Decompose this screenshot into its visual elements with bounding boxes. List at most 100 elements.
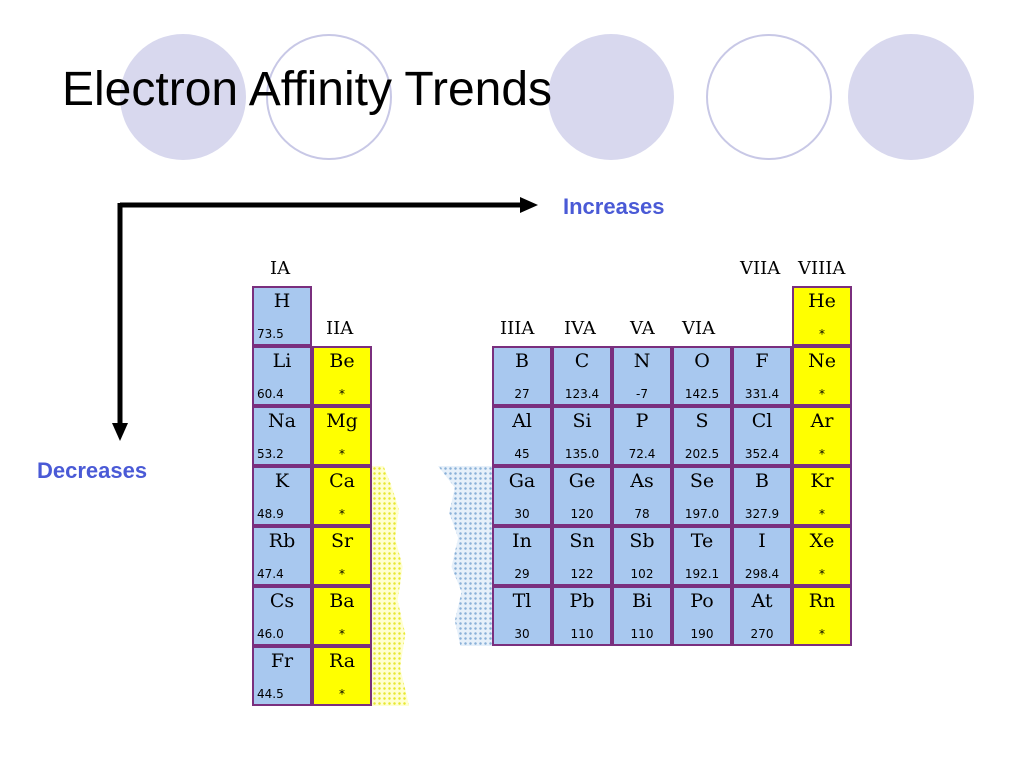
element-symbol: Xe bbox=[809, 530, 835, 552]
element-cell-ca: Ca * bbox=[312, 466, 372, 526]
electron-affinity-value: * bbox=[339, 687, 345, 701]
element-cell-bi: Bi 110 bbox=[612, 586, 672, 646]
element-symbol: H bbox=[273, 290, 291, 312]
electron-affinity-value: 135.0 bbox=[564, 447, 600, 461]
electron-affinity-value: 27 bbox=[514, 387, 530, 401]
element-symbol: Ge bbox=[568, 470, 596, 492]
element-symbol: Ba bbox=[329, 590, 355, 612]
electron-affinity-value: 110 bbox=[630, 627, 654, 641]
group-header: VIIA bbox=[740, 258, 781, 279]
element-cell-al: Al 45 bbox=[492, 406, 552, 466]
element-symbol: Sr bbox=[330, 530, 354, 552]
element-symbol: C bbox=[574, 350, 590, 372]
element-cell-i: I 298.4 bbox=[732, 526, 792, 586]
element-cell-si: Si 135.0 bbox=[552, 406, 612, 466]
electron-affinity-value: 327.9 bbox=[744, 507, 780, 521]
element-symbol: B bbox=[755, 470, 769, 492]
electron-affinity-value: * bbox=[819, 327, 825, 341]
element-symbol: S bbox=[695, 410, 709, 432]
element-cell-c: C 123.4 bbox=[552, 346, 612, 406]
electron-affinity-value: 29 bbox=[514, 567, 530, 581]
element-symbol: Ca bbox=[329, 470, 355, 492]
element-cell-na: Na 53.2 bbox=[252, 406, 312, 466]
element-cell-n: N -7 bbox=[612, 346, 672, 406]
electron-affinity-value: 120 bbox=[570, 507, 594, 521]
group-header: VA bbox=[630, 318, 655, 339]
element-cell-sb: Sb 102 bbox=[612, 526, 672, 586]
electron-affinity-value: * bbox=[339, 507, 345, 521]
element-cell-mg: Mg * bbox=[312, 406, 372, 466]
electron-affinity-value: 73.5 bbox=[257, 327, 284, 341]
element-cell-se: Se 197.0 bbox=[672, 466, 732, 526]
element-symbol: He bbox=[808, 290, 836, 312]
element-cell-rn: Rn * bbox=[792, 586, 852, 646]
group-header: VIIIA bbox=[798, 258, 846, 279]
electron-affinity-value: 123.4 bbox=[564, 387, 600, 401]
element-cell-ba: Ba * bbox=[312, 586, 372, 646]
electron-affinity-value: * bbox=[339, 567, 345, 581]
element-symbol: Cl bbox=[751, 410, 773, 432]
element-symbol: Pb bbox=[569, 590, 595, 612]
element-symbol: Se bbox=[689, 470, 715, 492]
element-cell-b: B 27 bbox=[492, 346, 552, 406]
electron-affinity-value: 197.0 bbox=[684, 507, 720, 521]
element-symbol: Ra bbox=[328, 650, 356, 672]
electron-affinity-value: 44.5 bbox=[257, 687, 284, 701]
electron-affinity-value: 110 bbox=[570, 627, 594, 641]
electron-affinity-value: 78 bbox=[634, 507, 650, 521]
element-symbol: Al bbox=[512, 410, 532, 432]
element-symbol: Fr bbox=[270, 650, 294, 672]
element-cell-cs: Cs 46.0 bbox=[252, 586, 312, 646]
electron-affinity-value: * bbox=[339, 627, 345, 641]
element-cell-sr: Sr * bbox=[312, 526, 372, 586]
element-symbol: Cs bbox=[269, 590, 295, 612]
element-cell-te: Te 192.1 bbox=[672, 526, 732, 586]
electron-affinity-value: 46.0 bbox=[257, 627, 284, 641]
slide-title: Electron Affinity Trends bbox=[62, 63, 553, 116]
electron-affinity-value: 47.4 bbox=[257, 567, 284, 581]
electron-affinity-value: * bbox=[339, 447, 345, 461]
electron-affinity-value: 48.9 bbox=[257, 507, 284, 521]
right-arrowhead bbox=[520, 197, 538, 213]
element-cell-s: S 202.5 bbox=[672, 406, 732, 466]
electron-affinity-value: 30 bbox=[514, 507, 530, 521]
decorative-circle bbox=[848, 34, 974, 160]
element-cell-li: Li 60.4 bbox=[252, 346, 312, 406]
element-symbol: Si bbox=[572, 410, 592, 432]
element-cell-p: P 72.4 bbox=[612, 406, 672, 466]
element-cell-be: Be * bbox=[312, 346, 372, 406]
electron-affinity-value: 30 bbox=[514, 627, 530, 641]
electron-affinity-value: * bbox=[819, 627, 825, 641]
element-cell-po: Po 190 bbox=[672, 586, 732, 646]
element-symbol: Ar bbox=[810, 410, 834, 432]
element-symbol: Ne bbox=[808, 350, 836, 372]
element-symbol: Rn bbox=[808, 590, 836, 612]
element-symbol: Po bbox=[690, 590, 714, 612]
element-symbol: Li bbox=[272, 350, 292, 372]
element-cell-he: He * bbox=[792, 286, 852, 346]
element-cell-in: In 29 bbox=[492, 526, 552, 586]
group-header: IIIA bbox=[500, 318, 535, 339]
element-cell-ne: Ne * bbox=[792, 346, 852, 406]
decorative-ring bbox=[706, 34, 832, 160]
speckle-gap-yellow bbox=[372, 466, 410, 706]
element-symbol: B bbox=[515, 350, 529, 372]
element-cell-h: H 73.5 bbox=[252, 286, 312, 346]
decorative-ring bbox=[266, 34, 392, 160]
electron-affinity-value: * bbox=[819, 387, 825, 401]
electron-affinity-value: * bbox=[819, 447, 825, 461]
element-cell-at: At 270 bbox=[732, 586, 792, 646]
electron-affinity-value: -7 bbox=[636, 387, 648, 401]
element-symbol: Na bbox=[268, 410, 296, 432]
element-cell-sn: Sn 122 bbox=[552, 526, 612, 586]
decorative-circle bbox=[120, 34, 246, 160]
element-cell-xe: Xe * bbox=[792, 526, 852, 586]
element-symbol: Kr bbox=[810, 470, 834, 492]
element-symbol: Tl bbox=[512, 590, 532, 612]
element-cell-ra: Ra * bbox=[312, 646, 372, 706]
element-cell-o: O 142.5 bbox=[672, 346, 732, 406]
periodic-table-excerpt: IA IIA IIIA IVA VA VIA VIIA VIIIA H 73.5 Li 60.4 Na 5… bbox=[230, 250, 870, 720]
element-symbol: P bbox=[635, 410, 649, 432]
element-symbol: O bbox=[694, 350, 710, 372]
element-cell-kr: Kr * bbox=[792, 466, 852, 526]
